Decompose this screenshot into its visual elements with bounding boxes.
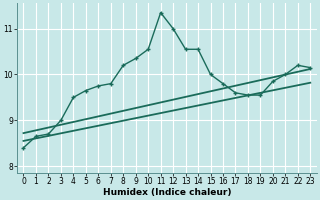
X-axis label: Humidex (Indice chaleur): Humidex (Indice chaleur) [103,188,231,197]
